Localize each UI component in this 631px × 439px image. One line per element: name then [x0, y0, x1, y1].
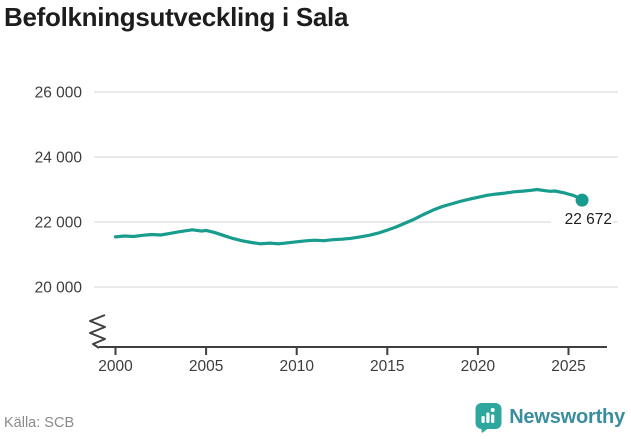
x-tick-label: 2000 — [98, 358, 133, 375]
source-label: Källa: SCB — [4, 415, 75, 431]
y-tick-label: 26 000 — [35, 85, 83, 102]
last-value-label: 22 672 — [565, 211, 612, 228]
y-tick-label: 24 000 — [35, 150, 83, 167]
axis-break-icon — [89, 314, 106, 349]
newsworthy-logo-link[interactable]: Newsworthy — [475, 402, 627, 433]
brand-name: Newsworthy — [509, 406, 625, 428]
x-tick-label: 2010 — [279, 358, 314, 375]
chart-footer: Källa: SCB Newsworthy — [0, 402, 631, 433]
annotation-halo — [551, 207, 613, 229]
x-tick-label: 2025 — [551, 358, 585, 375]
x-tick-label: 2015 — [370, 358, 404, 375]
bar-chart-speech-bubble-icon — [475, 403, 502, 433]
population-line — [113, 187, 584, 246]
last-point-marker — [575, 193, 589, 207]
x-tick-label: 2005 — [189, 358, 223, 375]
x-tick-label: 2020 — [461, 358, 496, 375]
line-chart: 26 000 24 000 22 000 20 000 2000 2005 2010 2015… — [35, 85, 618, 375]
y-tick-label: 22 000 — [35, 215, 83, 232]
y-tick-label: 20 000 — [35, 280, 83, 297]
chart-title: Befolkningsutveckling i Sala — [4, 2, 349, 32]
